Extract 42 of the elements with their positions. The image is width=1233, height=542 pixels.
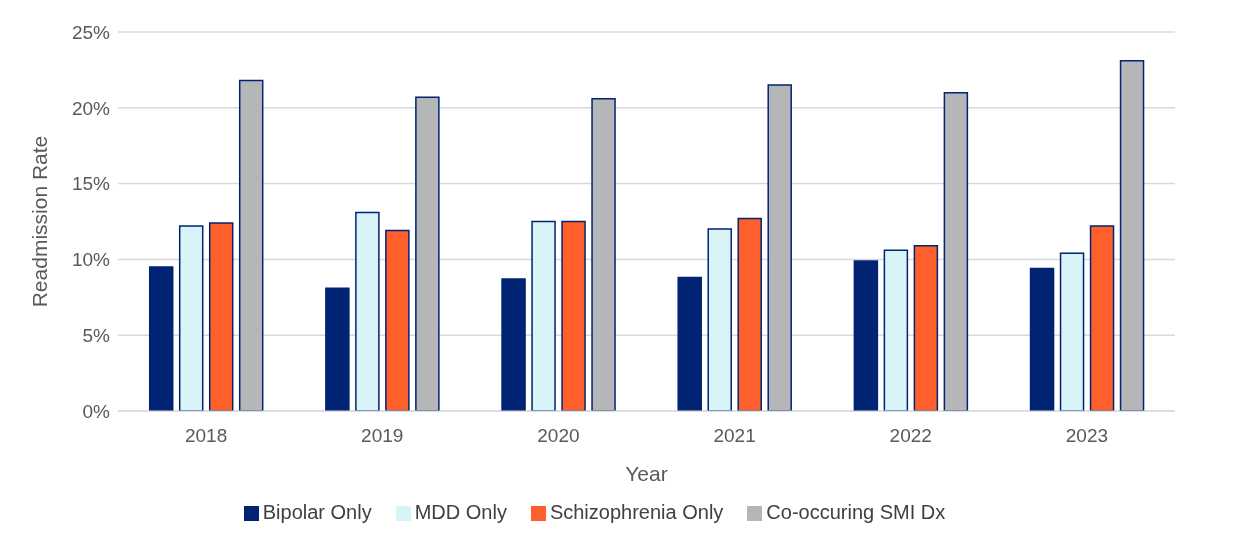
bar xyxy=(148,266,174,411)
bar xyxy=(943,91,969,411)
bar xyxy=(178,225,204,411)
bar xyxy=(1089,225,1115,411)
bar xyxy=(501,278,526,411)
x-tick-label: 2018 xyxy=(184,425,228,447)
y-tick-label: 5% xyxy=(82,324,111,346)
x-axis-title: Year xyxy=(625,462,668,485)
bar xyxy=(1029,267,1055,411)
bar xyxy=(1059,252,1085,411)
bar xyxy=(883,249,909,411)
bar xyxy=(561,220,586,411)
x-tick-label: 2022 xyxy=(889,425,932,447)
bar xyxy=(707,228,732,411)
y-tick-label: 0% xyxy=(82,400,111,422)
bar xyxy=(355,211,380,411)
y-axis-title: Readmission Rate xyxy=(28,135,52,308)
bar xyxy=(737,217,762,411)
x-tick-label: 2021 xyxy=(713,425,756,447)
bar xyxy=(677,276,702,411)
x-tick-label: 2020 xyxy=(537,425,580,447)
bar xyxy=(1119,60,1145,411)
legend-label: MDD Only xyxy=(414,501,507,523)
bar xyxy=(853,260,879,411)
y-tick-label: 25% xyxy=(71,21,111,43)
legend-label: Bipolar Only xyxy=(262,501,372,523)
y-tick-label: 20% xyxy=(71,97,111,119)
y-tick-label: 10% xyxy=(71,249,111,271)
bar xyxy=(238,79,264,411)
bar xyxy=(531,220,556,411)
x-tick-label: 2023 xyxy=(1065,425,1109,447)
bar xyxy=(385,229,410,411)
bar xyxy=(591,97,616,411)
bar xyxy=(767,84,792,411)
bar xyxy=(325,287,350,411)
y-tick-label: 15% xyxy=(71,173,111,195)
bar xyxy=(913,245,939,411)
x-tick-label: 2019 xyxy=(361,425,404,447)
legend-label: Schizophrenia Only xyxy=(549,501,724,523)
legend-label: Co-occuring SMI Dx xyxy=(766,501,946,523)
bar xyxy=(208,222,234,411)
bar xyxy=(415,96,440,411)
